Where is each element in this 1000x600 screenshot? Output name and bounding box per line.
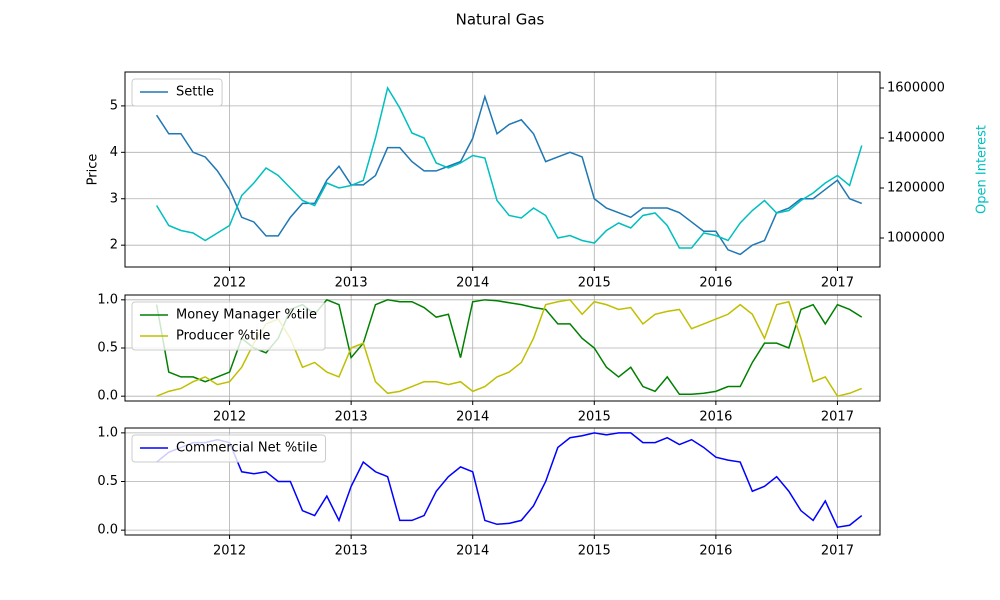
legend-box xyxy=(131,78,223,107)
x-tick-label: 2016 xyxy=(699,544,732,559)
x-tick-label: 2013 xyxy=(335,410,368,425)
legend-box xyxy=(131,434,327,463)
legend-label: Settle xyxy=(176,85,214,100)
x-tick-label: 2012 xyxy=(213,410,246,425)
y-tick-label: 1.0 xyxy=(97,425,118,440)
series-line xyxy=(155,94,863,256)
y-tick-label: 0.0 xyxy=(97,523,118,538)
y2-tick-label: 1400000 xyxy=(887,131,945,146)
x-tick-label: 2012 xyxy=(213,544,246,559)
x-tick-label: 2013 xyxy=(335,276,368,291)
x-tick-label: 2013 xyxy=(335,544,368,559)
y-axis-label: Price xyxy=(86,154,101,186)
y-tick-label: 1.0 xyxy=(97,292,118,307)
x-tick-label: 2015 xyxy=(578,410,611,425)
x-tick-label: 2012 xyxy=(213,276,246,291)
figure-title: Natural Gas xyxy=(456,11,545,29)
y-tick-label: 3 xyxy=(110,191,118,206)
y-tick-label: 0.5 xyxy=(97,341,118,356)
legend-box xyxy=(131,301,326,351)
x-tick-label: 2014 xyxy=(456,276,489,291)
series-line xyxy=(155,86,863,249)
y2-axis-label: Open Interest xyxy=(975,125,990,214)
y2-tick-label: 1000000 xyxy=(887,231,945,246)
y-tick-label: 2 xyxy=(110,238,118,253)
legend-label: Commercial Net %tile xyxy=(176,441,318,456)
legend: Settle xyxy=(131,78,223,107)
x-tick-label: 2015 xyxy=(578,276,611,291)
y-tick-label: 0.0 xyxy=(97,389,118,404)
legend: Money Manager %tile Producer %tile xyxy=(131,301,326,351)
y-tick-label: 5 xyxy=(110,98,118,113)
legend-label: Producer %tile xyxy=(176,329,270,344)
axes-frame xyxy=(124,294,881,402)
axes-frame xyxy=(124,427,881,536)
y2-tick-label: 1200000 xyxy=(887,181,945,196)
y-tick-label: 0.5 xyxy=(97,474,118,489)
x-tick-label: 2016 xyxy=(699,276,732,291)
series-line xyxy=(156,432,863,529)
x-tick-label: 2017 xyxy=(821,410,854,425)
x-tick-label: 2015 xyxy=(578,544,611,559)
legend: Commercial Net %tile xyxy=(131,434,327,463)
y-tick-label: 4 xyxy=(110,145,118,160)
y2-tick-label: 1600000 xyxy=(887,81,945,96)
x-tick-label: 2017 xyxy=(821,544,854,559)
x-tick-label: 2016 xyxy=(699,410,732,425)
axes-frame xyxy=(124,71,881,268)
x-tick-label: 2014 xyxy=(456,544,489,559)
x-tick-label: 2017 xyxy=(821,276,854,291)
legend-label: Money Manager %tile xyxy=(176,308,317,323)
x-tick-label: 2014 xyxy=(456,410,489,425)
